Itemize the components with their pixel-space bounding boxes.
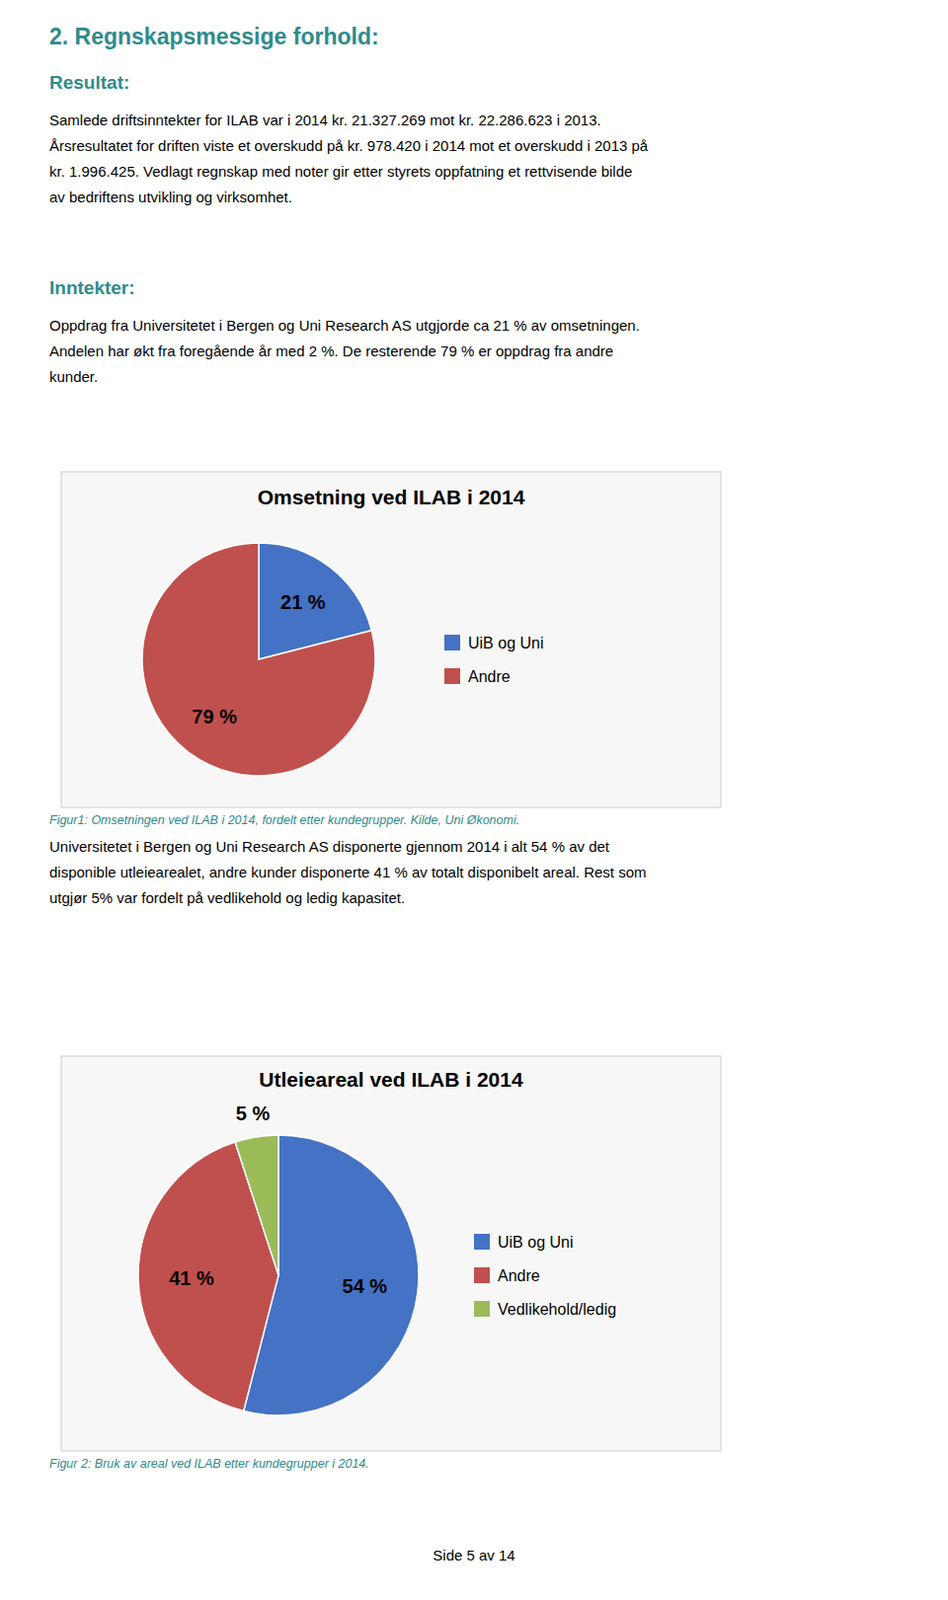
legend: UiB og Uni Andre	[444, 634, 544, 686]
page-title: 2. Regnskapsmessige forhold:	[49, 23, 380, 50]
caption: Figur1: Omsetningen ved ILAB i 2014, for…	[49, 813, 520, 828]
legend-swatch	[444, 668, 461, 685]
pie-slice	[235, 1135, 279, 1276]
legend-swatch	[444, 634, 461, 651]
chart-box	[61, 472, 721, 808]
body-text: Universitetet i Bergen og Uni Research A…	[49, 838, 611, 856]
chart-box	[61, 1056, 721, 1452]
body-text: kr. 1.996.425. Vedlagt regnskap med note…	[49, 162, 632, 180]
legend-swatch	[474, 1234, 490, 1251]
body-text: Oppdrag fra Universitetet i Bergen og Un…	[49, 316, 640, 334]
footer: Side 5 av 14	[432, 1547, 515, 1565]
caption: Figur 2: Bruk av areal ved ILAB etter ku…	[49, 1457, 370, 1472]
data-label: 41 %	[168, 1267, 215, 1290]
data-label: 54 %	[342, 1275, 389, 1298]
legend-item: Andre	[474, 1267, 541, 1285]
legend-label: Andre	[497, 1267, 541, 1285]
legend-item: Vedlikehold/ledig	[474, 1301, 617, 1319]
body-text: av bedriftens utvikling og virksomhet.	[49, 188, 293, 206]
body-text: Samlede driftsinntekter for ILAB var i 2…	[49, 111, 602, 129]
chart-title: Omsetning ved ILAB i 2014	[257, 485, 526, 509]
chart-title: Utleieareal ved ILAB i 2014	[258, 1068, 524, 1092]
data-label: 21 %	[280, 591, 326, 614]
legend-label: Andre	[468, 668, 511, 686]
pie-slice	[142, 543, 376, 777]
data-label: 5 %	[236, 1103, 271, 1125]
legend-swatch	[474, 1301, 490, 1318]
section-heading: Inntekter:	[49, 277, 136, 299]
body-text: disponible utleiearealet, andre kunder d…	[49, 864, 647, 881]
chart: Omsetning ved ILAB i 2014 21 % 79 % UiB og …	[61, 472, 721, 808]
legend-item: UiB og Uni	[474, 1234, 573, 1252]
legend-item: UiB og Uni	[444, 634, 544, 652]
data-label: 79 %	[191, 706, 237, 728]
pie: 21 % 79 %	[142, 543, 376, 777]
legend-label: Vedlikehold/ledig	[497, 1301, 617, 1319]
body-text: kunder.	[49, 368, 98, 386]
legend-label: UiB og Uni	[468, 634, 544, 652]
legend: UiB og Uni Andre Vedlikehold/ledig	[474, 1234, 617, 1319]
pie: 54 % 41 % 5 %	[138, 1103, 419, 1417]
body-text: Andelen har økt fra foregående år med 2 …	[49, 342, 614, 360]
body-text: utgjør 5% var fordelt på vedlikehold og …	[49, 889, 405, 907]
legend-swatch	[474, 1267, 490, 1284]
legend-label: UiB og Uni	[497, 1234, 573, 1252]
page: 2. Regnskapsmessige forhold: Resultat: Sam…	[0, 0, 948, 1600]
legend-item: Andre	[444, 668, 511, 686]
chart: Utleieareal ved ILAB i 2014 54 % 41 % 5 % Ui…	[61, 1056, 721, 1452]
body-text: Årsresultatet for driften viste et overs…	[49, 137, 649, 155]
section-heading: Resultat:	[49, 72, 130, 93]
